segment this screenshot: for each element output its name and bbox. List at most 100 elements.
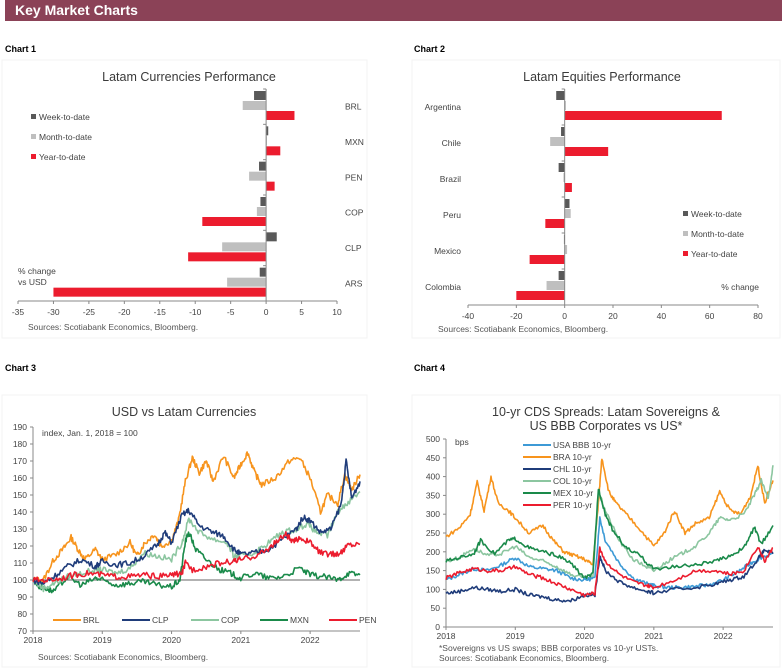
chart1-currencies-performance: Latam Currencies Performance BRL MXN PEN CO…: [1, 59, 368, 339]
bar-ars-mtd: [227, 277, 267, 287]
x-tick-label: 2019: [93, 635, 112, 645]
y-tick-label: 100: [426, 584, 440, 594]
y-tick-label: 150: [426, 566, 440, 576]
chart1-label: Chart 1: [5, 44, 37, 54]
legend-label-chl-10-yr: CHL 10-yr: [553, 464, 592, 474]
bar-pen-ytd: [266, 181, 275, 191]
chart3-usd-vs-latam: USD vs Latam Currencies index, Jan. 1, 2…: [1, 394, 376, 668]
legend-label-ytd: Year-to-date: [39, 152, 86, 162]
legend-label-mtd: Month-to-date: [39, 132, 92, 142]
series-line-col-10-yr: [445, 465, 774, 580]
legend-swatch-ytd: [683, 251, 688, 256]
bar-chile-wtd: [561, 127, 565, 136]
category-label-mexico: Mexico: [434, 246, 461, 256]
series-line-bra-10-yr: [445, 458, 774, 566]
chart1-unit-line1: % change: [18, 266, 56, 276]
category-label-clp: CLP: [345, 243, 362, 253]
chart2-frame: [411, 59, 781, 339]
y-tick-label: 150: [13, 490, 27, 500]
series-line-clp: [33, 458, 361, 586]
bar-clp-wtd: [266, 232, 277, 242]
bar-pen-mtd: [249, 171, 267, 181]
series-line-mxn: [32, 531, 361, 594]
legend-label-usa-bbb-10-yr: USA BBB 10-yr: [553, 440, 611, 450]
chart2-legend: Week-to-date Month-to-date Year-to-date: [683, 209, 744, 259]
bar-brl-mtd: [242, 101, 267, 110]
category-label-cop: COP: [345, 208, 364, 218]
x-tick-label: 2020: [162, 635, 181, 645]
bar-ars-ytd: [53, 287, 267, 297]
x-tick-label: -10: [189, 307, 202, 317]
chart1-source: Sources: Scotiabank Economics, Bloomberg…: [28, 322, 198, 332]
y-tick-label: 500: [426, 434, 440, 444]
bar-cop-mtd: [256, 207, 267, 216]
category-label-pen: PEN: [345, 172, 362, 182]
legend-label-per-10-yr: PER 10-yr: [553, 500, 592, 510]
category-label-ars: ARS: [345, 278, 363, 288]
legend-label-mex-10-yr: MEX 10-yr: [553, 488, 593, 498]
y-tick-label: 50: [431, 603, 441, 613]
category-label-colombia: Colombia: [425, 282, 461, 292]
legend-label-mxn: MXN: [290, 615, 309, 625]
bar-mexico-mtd: [564, 245, 568, 254]
legend-swatch-mtd: [31, 134, 36, 139]
legend-label-cop: COP: [221, 615, 240, 625]
category-label-chile: Chile: [442, 138, 462, 148]
x-tick-label: -30: [47, 307, 60, 317]
legend-swatch-wtd: [683, 211, 688, 216]
bar-colombia-mtd: [546, 281, 565, 290]
legend-swatch-ytd: [31, 154, 36, 159]
bar-brazil-wtd: [558, 163, 565, 172]
legend-label-wtd: Week-to-date: [691, 209, 742, 219]
legend-label-brl: BRL: [83, 615, 100, 625]
x-tick-label: 0: [562, 311, 567, 321]
bar-brl-wtd: [254, 91, 267, 100]
chart1-legend: Week-to-date Month-to-date Year-to-date: [31, 112, 92, 162]
x-tick-label: 2020: [575, 631, 594, 641]
y-tick-label: 120: [13, 541, 27, 551]
series-line-mex-10-yr: [445, 488, 774, 580]
series-line-usa-bbb-10-yr: [446, 516, 774, 590]
bar-colombia-wtd: [558, 271, 565, 280]
category-label-argentina: Argentina: [425, 102, 462, 112]
bar-chile-ytd: [564, 147, 609, 156]
bar-argentina-wtd: [556, 91, 565, 100]
category-label-brl: BRL: [345, 102, 362, 112]
y-tick-label: 350: [426, 490, 440, 500]
x-tick-label: 2018: [437, 631, 456, 641]
legend-label-mtd: Month-to-date: [691, 229, 744, 239]
x-tick-label: 2022: [301, 635, 320, 645]
category-label-peru: Peru: [443, 210, 461, 220]
legend-label-bra-10-yr: BRA 10-yr: [553, 452, 592, 462]
bar-mxn-wtd: [266, 126, 269, 136]
y-tick-label: 100: [13, 575, 27, 585]
bar-colombia-ytd: [516, 291, 565, 300]
x-tick-label: 0: [264, 307, 269, 317]
x-tick-label: 2021: [644, 631, 663, 641]
x-tick-label: 2019: [506, 631, 525, 641]
category-label-brazil: Brazil: [440, 174, 461, 184]
y-tick-label: 180: [13, 439, 27, 449]
legend-label-ytd: Year-to-date: [691, 249, 738, 259]
bar-argentina-ytd: [564, 111, 722, 120]
bar-brazil-ytd: [564, 183, 572, 192]
chart4-source: Sources: Scotiabank Economics, Bloomberg…: [439, 653, 609, 663]
chart3-unit: index, Jan. 1, 2018 = 100: [42, 428, 138, 438]
y-tick-label: 250: [426, 528, 440, 538]
x-tick-label: -15: [154, 307, 167, 317]
bar-clp-mtd: [222, 242, 267, 252]
x-tick-label: 80: [753, 311, 763, 321]
bar-peru-ytd: [545, 219, 565, 228]
bar-mxn-ytd: [266, 146, 281, 156]
x-tick-label: 2018: [24, 635, 43, 645]
legend-label-clp: CLP: [152, 615, 169, 625]
legend-swatch-wtd: [31, 114, 36, 119]
chart2-source: Sources: Scotiabank Economics, Bloomberg…: [438, 324, 608, 334]
x-tick-label: -5: [227, 307, 235, 317]
chart1-unit-line2: vs USD: [18, 277, 47, 287]
bar-argentina-mtd: [564, 101, 566, 110]
bar-ars-wtd: [259, 267, 267, 277]
chart2-title: Latam Equities Performance: [523, 70, 681, 84]
y-tick-label: 400: [426, 472, 440, 482]
x-tick-label: 20: [608, 311, 618, 321]
